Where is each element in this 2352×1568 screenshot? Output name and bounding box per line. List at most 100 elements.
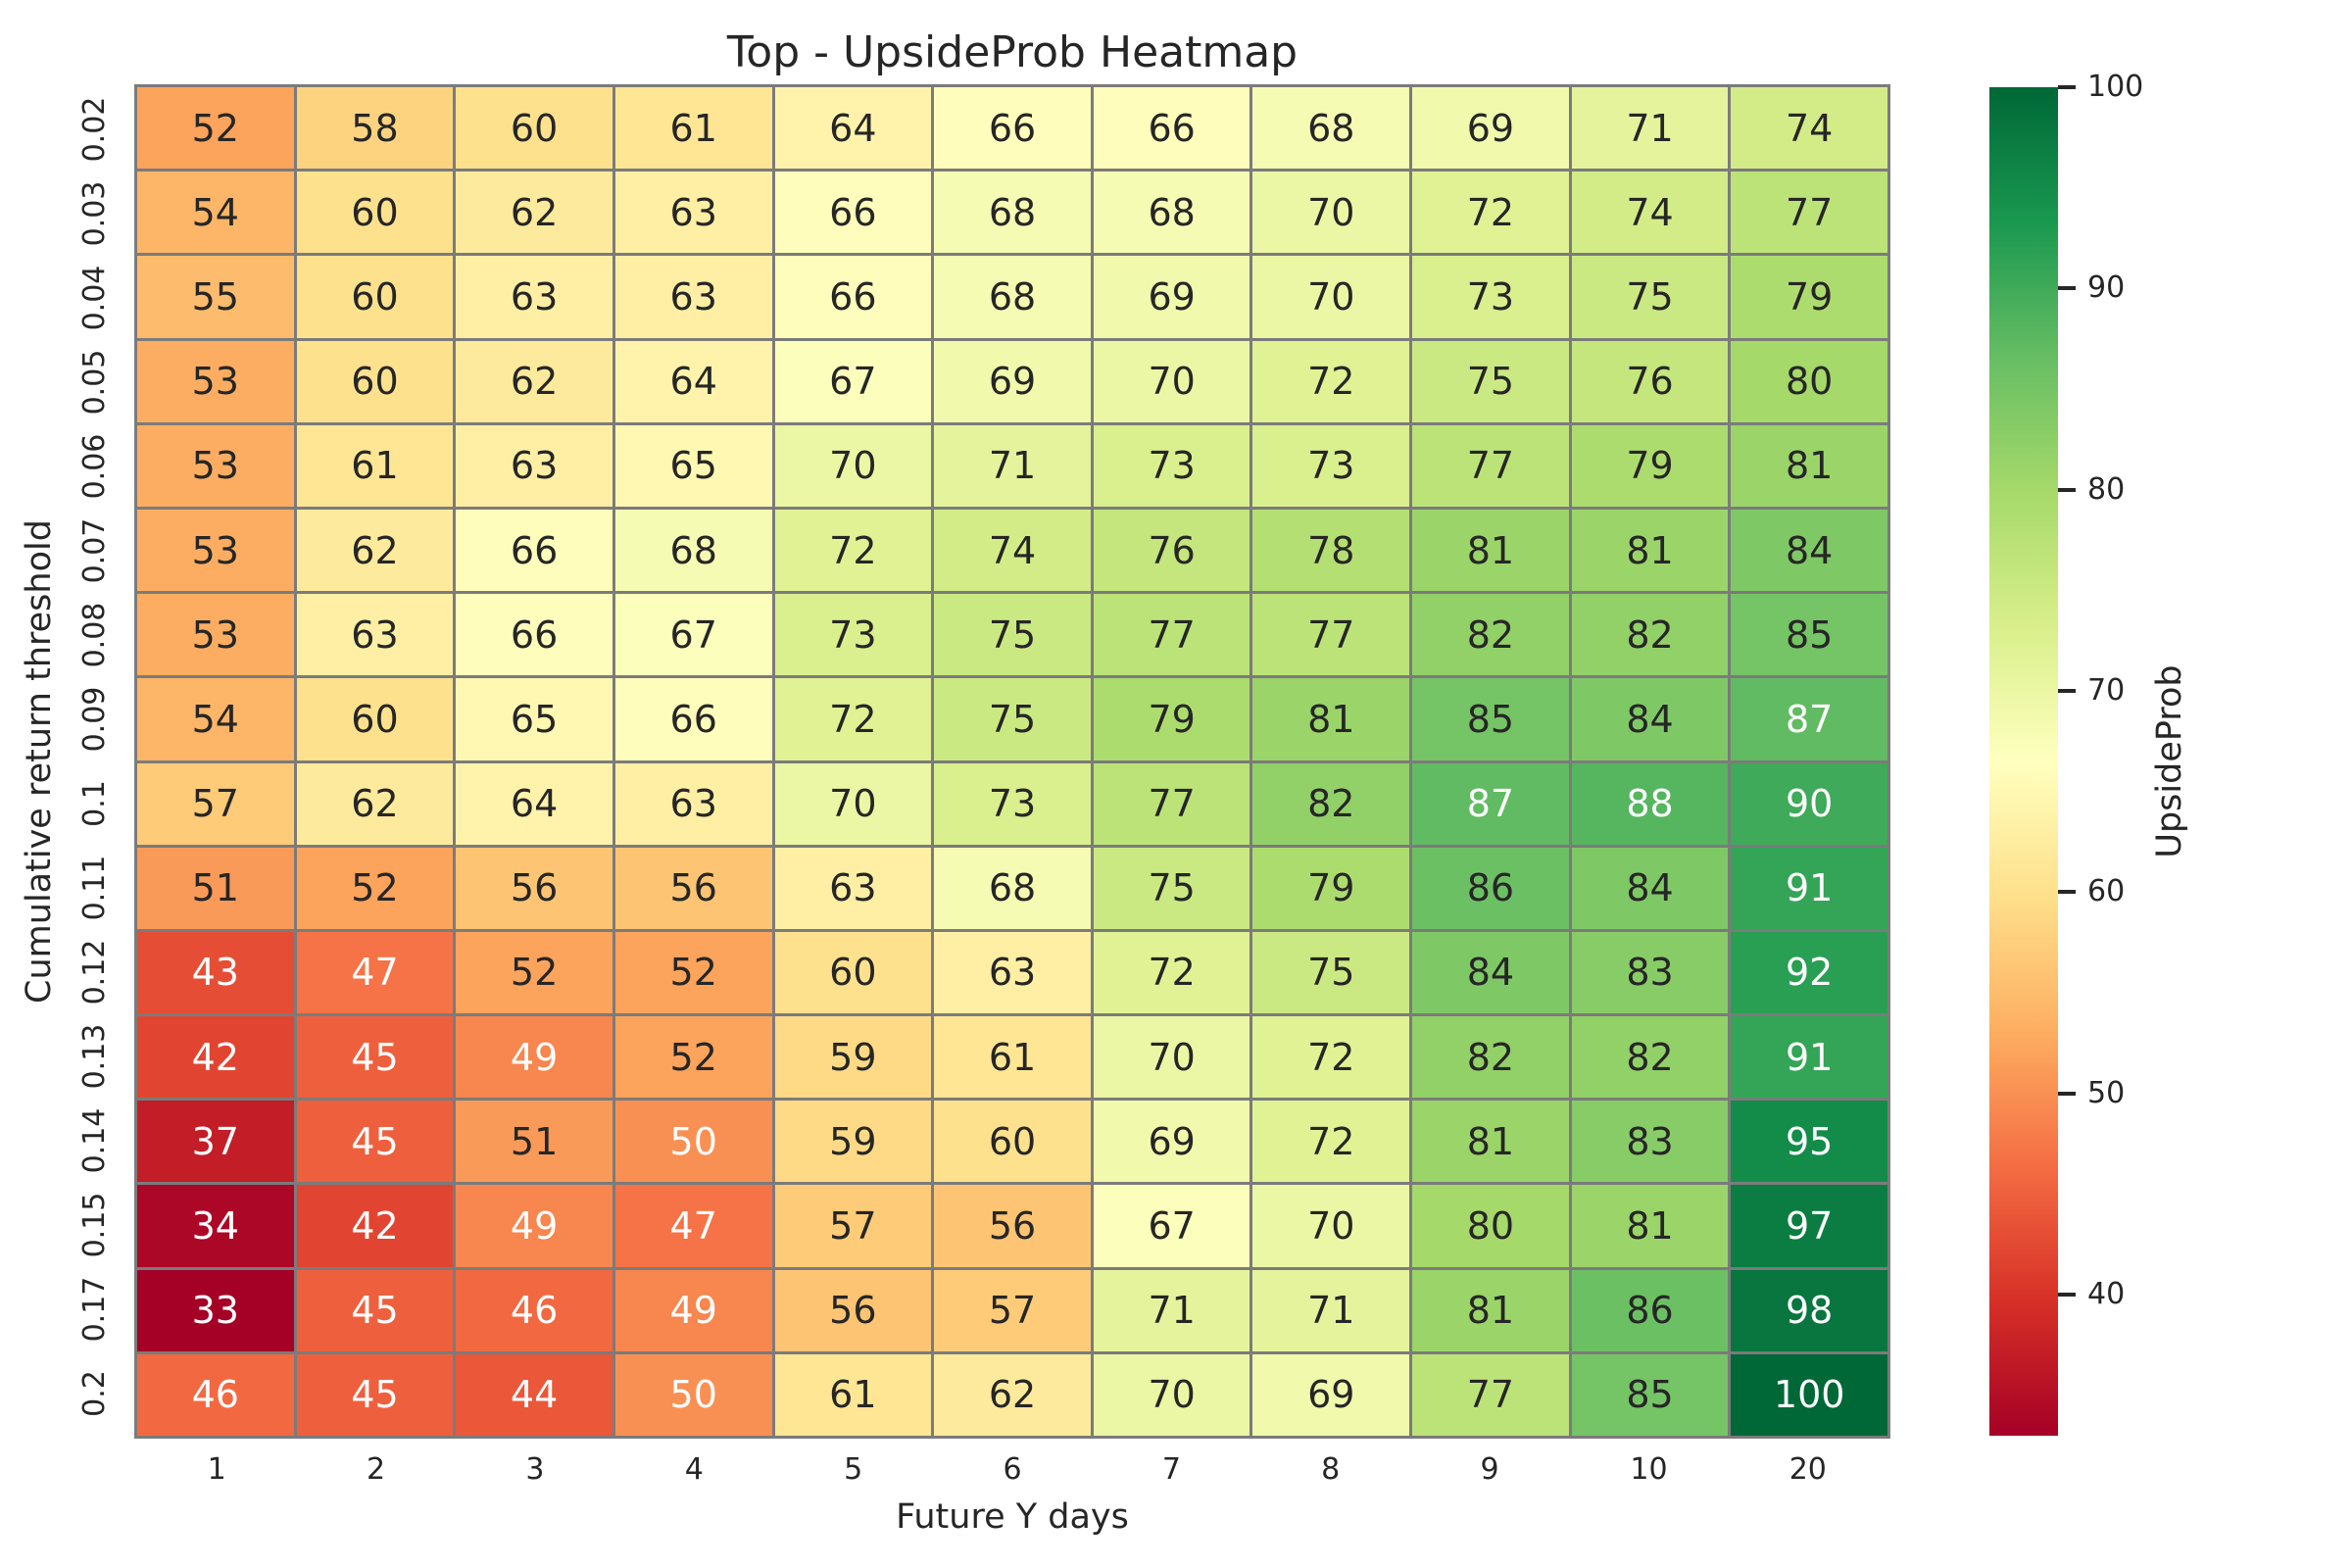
heatmap-cell: 69 bbox=[1093, 1101, 1250, 1183]
heatmap-cell: 70 bbox=[1252, 256, 1410, 338]
heatmap-cell: 60 bbox=[296, 678, 454, 760]
heatmap-cell: 81 bbox=[1731, 424, 1887, 507]
heatmap-cell: 69 bbox=[934, 340, 1091, 422]
heatmap-cell: 57 bbox=[934, 1269, 1091, 1351]
heatmap-cell: 68 bbox=[614, 509, 772, 592]
heatmap-cell: 82 bbox=[1571, 1016, 1729, 1099]
heatmap-grid: 52 58 60 61 64 66 66 68 69 71 74 54 60 62 63 66 68 68 70 72… bbox=[134, 84, 1890, 1439]
heatmap-cell: 69 bbox=[1252, 1353, 1410, 1436]
colorbar-label: UpsideProb bbox=[2150, 664, 2189, 858]
heatmap-cell: 77 bbox=[1412, 424, 1569, 507]
heatmap-cell: 72 bbox=[1252, 1101, 1410, 1183]
x-axis-tick-label: 2 bbox=[366, 1452, 386, 1487]
heatmap-cell: 54 bbox=[137, 678, 294, 760]
heatmap-cell: 70 bbox=[1093, 1353, 1250, 1436]
heatmap-cell: 60 bbox=[774, 931, 932, 1014]
heatmap-cell: 68 bbox=[934, 847, 1091, 929]
heatmap-cell: 68 bbox=[1252, 87, 1410, 170]
heatmap-cell: 53 bbox=[137, 509, 294, 592]
heatmap-cell: 49 bbox=[456, 1016, 612, 1099]
heatmap-cell: 71 bbox=[1571, 87, 1729, 170]
heatmap-cell: 63 bbox=[614, 762, 772, 845]
heatmap-cell: 87 bbox=[1731, 678, 1887, 760]
heatmap-cell: 46 bbox=[456, 1269, 612, 1351]
heatmap-cell: 82 bbox=[1252, 762, 1410, 845]
heatmap-cell: 50 bbox=[614, 1353, 772, 1436]
heatmap-cell: 75 bbox=[1252, 931, 1410, 1014]
heatmap-cell: 84 bbox=[1412, 931, 1569, 1014]
colorbar-tick-label: 60 bbox=[2087, 874, 2126, 909]
heatmap-cell: 85 bbox=[1571, 1353, 1729, 1436]
heatmap-cell: 60 bbox=[934, 1101, 1091, 1183]
x-axis-tick-label: 8 bbox=[1321, 1452, 1341, 1487]
heatmap-cell: 68 bbox=[934, 172, 1091, 254]
colorbar-tick-mark bbox=[2058, 689, 2076, 694]
heatmap-cell: 80 bbox=[1412, 1185, 1569, 1267]
heatmap-cell: 60 bbox=[456, 87, 612, 170]
heatmap-cell: 68 bbox=[934, 256, 1091, 338]
heatmap-cell: 62 bbox=[296, 762, 454, 845]
heatmap-cell: 67 bbox=[1093, 1185, 1250, 1267]
x-axis-tick-label: 7 bbox=[1161, 1452, 1181, 1487]
heatmap-cell: 77 bbox=[1093, 594, 1250, 676]
heatmap-cell: 64 bbox=[774, 87, 932, 170]
heatmap-cell: 63 bbox=[614, 172, 772, 254]
heatmap-cell: 49 bbox=[614, 1269, 772, 1351]
heatmap-cell: 51 bbox=[137, 847, 294, 929]
heatmap-cell: 52 bbox=[456, 931, 612, 1014]
heatmap-cell: 83 bbox=[1571, 931, 1729, 1014]
heatmap-cell: 45 bbox=[296, 1016, 454, 1099]
heatmap-cell: 87 bbox=[1412, 762, 1569, 845]
colorbar-tick-label: 40 bbox=[2087, 1277, 2126, 1312]
heatmap-cell: 75 bbox=[1093, 847, 1250, 929]
heatmap-cell: 84 bbox=[1571, 678, 1729, 760]
heatmap-cell: 86 bbox=[1571, 1269, 1729, 1351]
heatmap-cell: 63 bbox=[296, 594, 454, 676]
heatmap-cell: 46 bbox=[137, 1353, 294, 1436]
heatmap-cell: 75 bbox=[934, 678, 1091, 760]
heatmap-cell: 71 bbox=[1093, 1269, 1250, 1351]
heatmap-cell: 45 bbox=[296, 1269, 454, 1351]
heatmap-cell: 47 bbox=[296, 931, 454, 1014]
heatmap-cell: 74 bbox=[1571, 172, 1729, 254]
heatmap-cell: 63 bbox=[934, 931, 1091, 1014]
heatmap-cell: 81 bbox=[1412, 1269, 1569, 1351]
heatmap-cell: 42 bbox=[296, 1185, 454, 1267]
heatmap-cell: 73 bbox=[1252, 424, 1410, 507]
heatmap-cell: 79 bbox=[1252, 847, 1410, 929]
heatmap-cell: 58 bbox=[296, 87, 454, 170]
heatmap-cell: 57 bbox=[774, 1185, 932, 1267]
heatmap-cell: 65 bbox=[614, 424, 772, 507]
heatmap-cell: 61 bbox=[934, 1016, 1091, 1099]
heatmap-cell: 79 bbox=[1571, 424, 1729, 507]
x-axis-tick-label: 10 bbox=[1630, 1452, 1668, 1487]
heatmap-cell: 77 bbox=[1252, 594, 1410, 676]
heatmap-cell: 70 bbox=[774, 424, 932, 507]
x-axis-tick-label: 6 bbox=[1003, 1452, 1022, 1487]
heatmap-cell: 62 bbox=[296, 509, 454, 592]
x-axis-title: Future Y days bbox=[896, 1497, 1129, 1537]
heatmap-cell: 70 bbox=[1252, 172, 1410, 254]
heatmap-cell: 70 bbox=[1252, 1185, 1410, 1267]
heatmap-cell: 75 bbox=[1412, 340, 1569, 422]
chart-title: Top - UpsideProb Heatmap bbox=[726, 27, 1298, 77]
heatmap-cell: 43 bbox=[137, 931, 294, 1014]
colorbar-tick-mark bbox=[2058, 85, 2076, 89]
colorbar-tick-mark bbox=[2058, 286, 2076, 291]
heatmap-cell: 81 bbox=[1412, 509, 1569, 592]
heatmap-cell: 51 bbox=[456, 1101, 612, 1183]
colorbar-tick-label: 90 bbox=[2087, 270, 2126, 306]
heatmap-cell: 63 bbox=[614, 256, 772, 338]
heatmap-cell: 78 bbox=[1252, 509, 1410, 592]
heatmap-cell: 71 bbox=[1252, 1269, 1410, 1351]
heatmap-cell: 72 bbox=[774, 509, 932, 592]
heatmap-cell: 69 bbox=[1093, 256, 1250, 338]
heatmap-cell: 83 bbox=[1571, 1101, 1729, 1183]
heatmap-cell: 84 bbox=[1731, 509, 1887, 592]
heatmap-cell: 75 bbox=[934, 594, 1091, 676]
heatmap-cell: 66 bbox=[934, 87, 1091, 170]
heatmap-cell: 85 bbox=[1731, 594, 1887, 676]
x-axis-tick-label: 1 bbox=[207, 1452, 226, 1487]
heatmap-cell: 72 bbox=[1252, 1016, 1410, 1099]
heatmap-cell: 45 bbox=[296, 1353, 454, 1436]
